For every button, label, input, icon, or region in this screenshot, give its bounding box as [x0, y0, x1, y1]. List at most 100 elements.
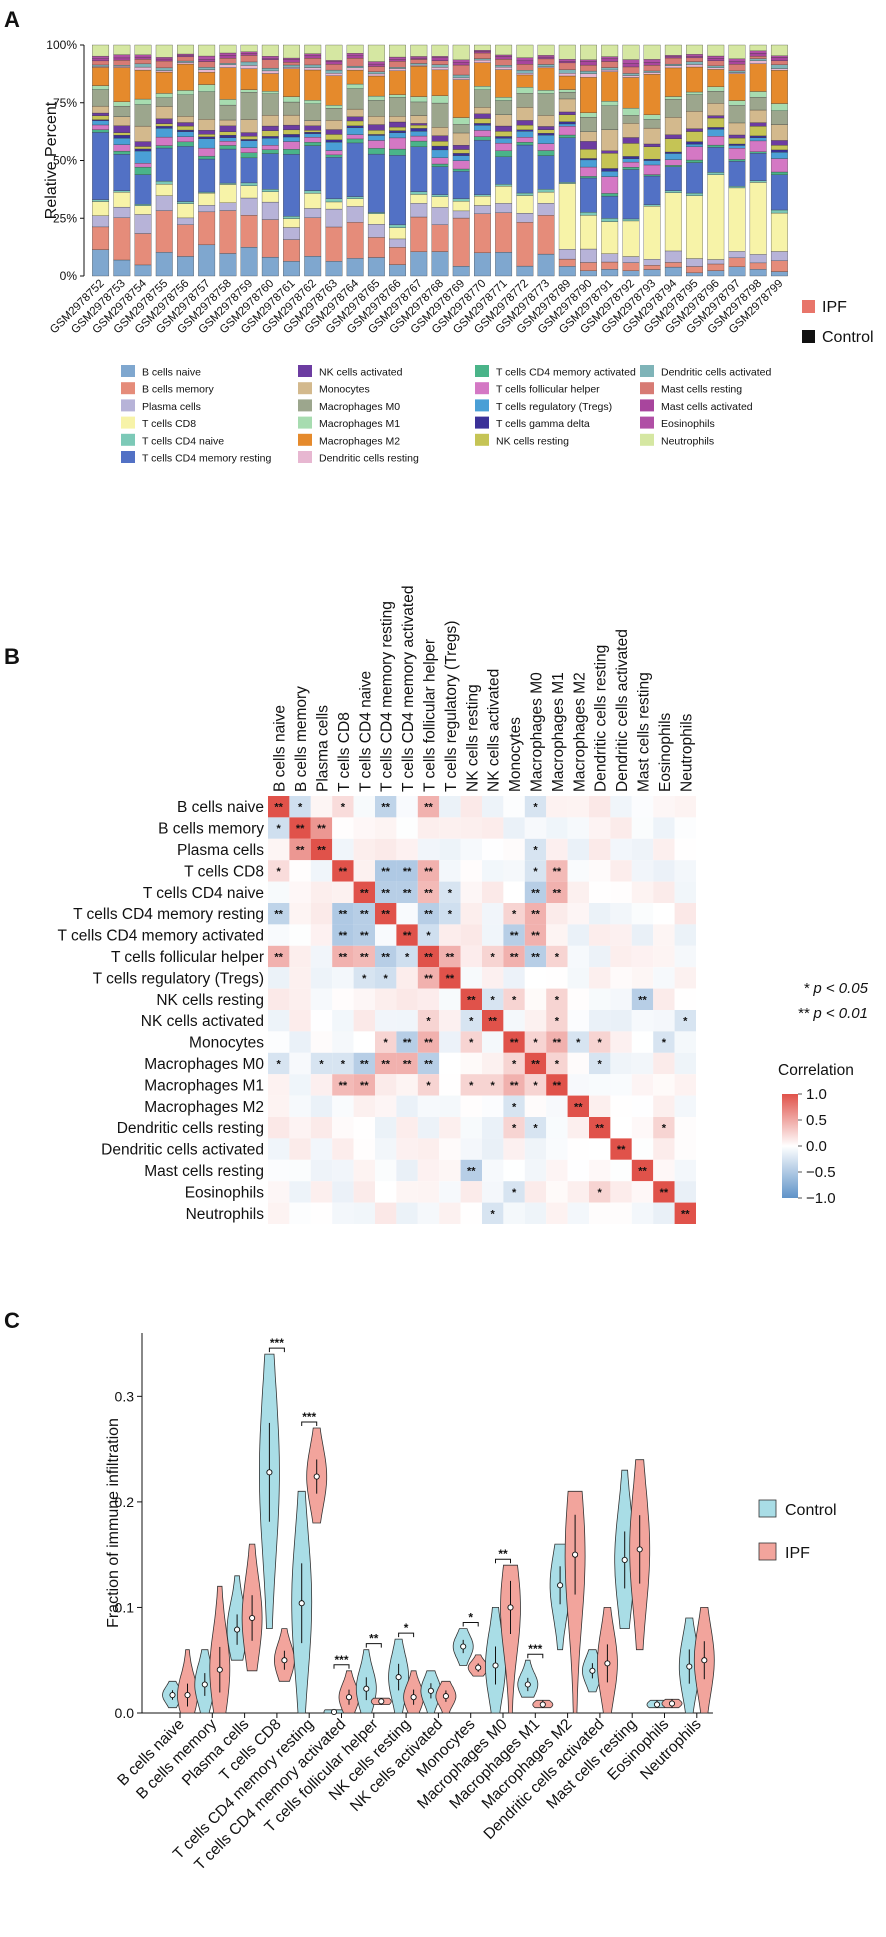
heatmap-star: **: [424, 1037, 433, 1049]
heatmap-cell: [289, 1031, 311, 1053]
bar-segment: [622, 156, 640, 159]
bar-segment: [346, 142, 364, 197]
heatmap-cell: [310, 796, 333, 818]
heatmap-cell: [460, 1010, 482, 1032]
bar-segment: [643, 174, 661, 177]
heatmap-cell: [631, 1202, 654, 1224]
bar-segment: [601, 61, 619, 68]
bar-segment: [516, 222, 534, 267]
bar-segment: [495, 100, 513, 115]
heatmap-cell: [546, 903, 568, 925]
bar-segment: [686, 91, 703, 95]
bar-segment: [283, 59, 300, 63]
bar-segment: [728, 72, 746, 74]
heatmap-star: **: [381, 909, 390, 921]
bar-segment: [177, 217, 194, 225]
heatmap-cell: [482, 903, 504, 925]
cell-legend-swatch: [298, 433, 312, 446]
significance-bracket: [268, 1347, 285, 1353]
bar-segment: [601, 71, 619, 102]
heatmap-cell: [332, 1138, 354, 1160]
significance-stars: ***: [334, 1653, 348, 1667]
bar-segment: [580, 158, 597, 161]
heatmap-cell: [375, 945, 397, 968]
heatmap-cell: [439, 1117, 461, 1139]
heatmap-cell: [353, 1031, 375, 1053]
heatmap-cell: [353, 881, 375, 903]
bar-segment: [580, 166, 597, 177]
heatmap-cell: [503, 903, 525, 925]
heatmap-cell: [332, 924, 354, 946]
heatmap-cell: [439, 1095, 461, 1117]
heatmap-cell: [268, 967, 290, 989]
heatmap-cell: [310, 1010, 333, 1032]
bar-segment: [452, 64, 470, 76]
violin-median: [442, 1693, 449, 1700]
bar-segment: [410, 124, 428, 129]
heatmap-cell: [524, 903, 547, 925]
heatmap-cell: [503, 924, 525, 946]
bar-segment: [580, 248, 597, 263]
heatmap-cell: [268, 1052, 290, 1075]
heatmap-cell: [653, 1117, 675, 1139]
bar-segment: [770, 260, 788, 272]
heatmap-cell: [460, 1095, 482, 1117]
bar-segment: [558, 137, 576, 183]
bar-segment: [325, 61, 343, 65]
heatmap-cell: [674, 1117, 696, 1139]
bar-segment: [643, 160, 661, 166]
bar-segment: [92, 67, 110, 86]
colorbar-tick-label: 0.5: [806, 1112, 827, 1129]
bar-segment: [283, 261, 300, 277]
bar-segment: [113, 105, 131, 117]
bar-segment: [431, 95, 449, 104]
bar-segment: [516, 131, 534, 138]
bar-segment: [622, 161, 640, 168]
colorbar: [782, 1094, 798, 1198]
heatmap-cell: [546, 1010, 568, 1032]
heatmap-cell: [396, 924, 418, 946]
bar-segment: [198, 55, 216, 60]
heatmap-cell: [610, 1052, 632, 1075]
heatmap-cell: [567, 903, 589, 925]
heatmap-cell: [482, 1202, 504, 1224]
bar-segment: [622, 107, 640, 116]
bar-segment: [304, 100, 322, 105]
heatmap-star: *: [426, 1080, 431, 1092]
bar-segment: [728, 161, 746, 187]
heatmap-cell: [417, 1095, 440, 1117]
violin-median: [539, 1701, 546, 1708]
bar-segment: [516, 57, 534, 62]
heatmap-star: **: [360, 1080, 369, 1092]
heatmap-cell: [353, 903, 375, 925]
bar-segment: [325, 154, 343, 158]
heatmap-cell: [268, 1010, 290, 1032]
bar-segment: [155, 71, 173, 94]
heatmap-star: **: [339, 930, 348, 942]
heatmap-cell: [460, 1159, 482, 1182]
bar-segment: [664, 99, 682, 118]
bar-segment: [558, 61, 576, 64]
bar-segment: [516, 70, 534, 74]
bar-segment: [240, 185, 258, 199]
bar-segment: [601, 168, 619, 172]
violin-median: [249, 1614, 256, 1622]
bar-segment: [601, 67, 619, 71]
heatmap-cell: [653, 903, 675, 925]
bar-segment: [728, 122, 746, 136]
heatmap-star: **: [360, 1059, 369, 1071]
bar-segment: [643, 127, 661, 145]
heatmap-cell: [460, 817, 482, 839]
heatmap-cell: [503, 1138, 525, 1160]
heatmap-cell: [332, 1031, 354, 1053]
bar-segment: [537, 67, 555, 91]
bar-segment: [580, 112, 597, 118]
bar-segment: [643, 143, 661, 147]
bar-segment: [346, 134, 364, 140]
heatmap-cell: [375, 1202, 397, 1224]
heatmap-cell: [653, 1074, 675, 1096]
violin-median: [589, 1667, 596, 1674]
bar-segment: [474, 86, 491, 90]
bar-segment: [240, 152, 258, 159]
heatmap-cell: [653, 796, 675, 818]
